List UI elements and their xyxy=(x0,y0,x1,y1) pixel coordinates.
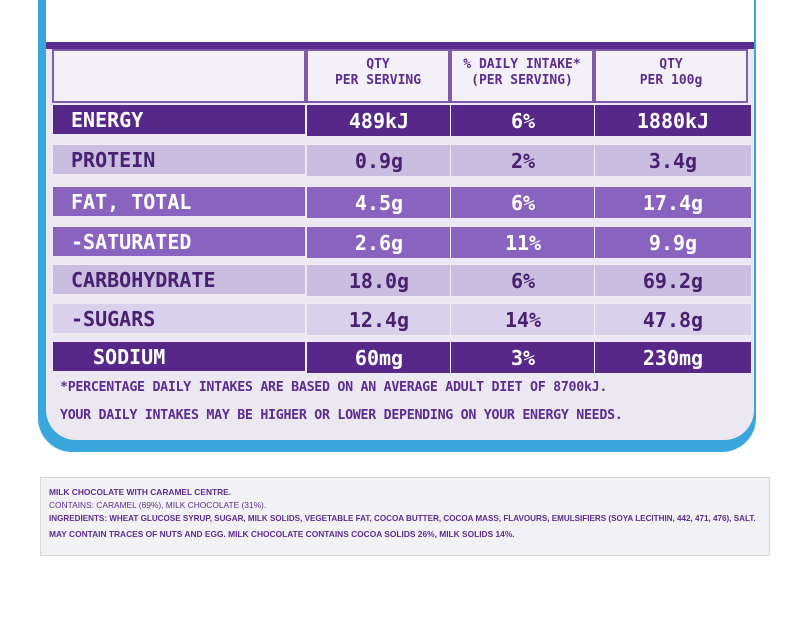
row-daily: 6% xyxy=(450,264,596,297)
row-per-serving: 18.0g xyxy=(306,264,452,297)
header-per-serving-line1: QTY xyxy=(366,57,390,72)
row-label: ENERGY xyxy=(52,104,306,135)
footnote-line-2: YOUR DAILY INTAKES MAY BE HIGHER OR LOWE… xyxy=(60,408,623,423)
row-per-100g: 69.2g xyxy=(594,264,752,297)
header-cell-per-100g xyxy=(594,49,748,103)
header-daily-intake: % DAILY INTAKE* (PER SERVING) xyxy=(450,57,594,89)
table-row: -SUGARS 12.4g 14% 47.8g xyxy=(52,303,752,336)
row-per-serving: 60mg xyxy=(306,341,452,374)
table-row: SODIUM 60mg 3% 230mg xyxy=(52,341,752,374)
header-per-100g-line1: QTY xyxy=(659,57,683,72)
row-label: SODIUM xyxy=(52,341,306,372)
ingredients-title: MILK CHOCOLATE WITH CARAMEL CENTRE. xyxy=(49,487,232,497)
header-daily-intake-line1: % DAILY INTAKE* xyxy=(463,57,581,72)
table-row: ENERGY 489kJ 6% 1880kJ xyxy=(52,104,752,137)
row-per-100g: 17.4g xyxy=(594,186,752,219)
table-header: QTY PER SERVING % DAILY INTAKE* (PER SER… xyxy=(52,49,748,103)
row-per-serving: 12.4g xyxy=(306,303,452,336)
row-daily: 2% xyxy=(450,144,596,177)
ingredients-strip: MILK CHOCOLATE WITH CARAMEL CENTRE. CONT… xyxy=(40,477,770,556)
footnote-line-1: *PERCENTAGE DAILY INTAKES ARE BASED ON A… xyxy=(60,380,608,395)
table-row: -SATURATED 2.6g 11% 9.9g xyxy=(52,226,752,259)
header-cell-per-serving xyxy=(306,49,450,103)
row-label: -SATURATED xyxy=(52,226,306,257)
row-daily: 6% xyxy=(450,104,596,137)
panel-top-area xyxy=(46,0,754,44)
row-per-100g: 1880kJ xyxy=(594,104,752,137)
ingredients-contains: CONTAINS: CARAMEL (69%), MILK CHOCOLATE … xyxy=(49,500,267,510)
header-blank-cell xyxy=(52,49,306,103)
ingredients-allergens: MAY CONTAIN TRACES OF NUTS AND EGG. MILK… xyxy=(49,529,515,539)
row-per-100g: 3.4g xyxy=(594,144,752,177)
row-label: PROTEIN xyxy=(52,144,306,175)
row-per-serving: 4.5g xyxy=(306,186,452,219)
header-per-100g-line2: PER 100g xyxy=(639,73,703,88)
row-per-100g: 9.9g xyxy=(594,226,752,259)
header-per-100g: QTY PER 100g xyxy=(594,57,748,89)
row-per-serving: 489kJ xyxy=(306,104,452,137)
ingredients-list: INGREDIENTS: WHEAT GLUCOSE SYRUP, SUGAR,… xyxy=(49,514,756,523)
row-per-serving: 2.6g xyxy=(306,226,452,259)
panel-top-rule xyxy=(46,42,754,49)
row-per-serving: 0.9g xyxy=(306,144,452,177)
table-row: CARBOHYDRATE 18.0g 6% 69.2g xyxy=(52,264,752,297)
header-cell-daily-intake xyxy=(450,49,594,103)
table-row: FAT, TOTAL 4.5g 6% 17.4g xyxy=(52,186,752,219)
row-label: CARBOHYDRATE xyxy=(52,264,306,295)
header-per-serving-line2: PER SERVING xyxy=(334,73,422,88)
row-per-100g: 47.8g xyxy=(594,303,752,336)
row-per-100g: 230mg xyxy=(594,341,752,374)
header-per-serving: QTY PER SERVING xyxy=(306,57,450,89)
header-daily-intake-line2: (PER SERVING) xyxy=(471,73,573,88)
table-row: PROTEIN 0.9g 2% 3.4g xyxy=(52,144,752,177)
row-daily: 3% xyxy=(450,341,596,374)
row-label: -SUGARS xyxy=(52,303,306,334)
row-label: FAT, TOTAL xyxy=(52,186,306,217)
row-daily: 11% xyxy=(450,226,596,259)
row-daily: 6% xyxy=(450,186,596,219)
row-daily: 14% xyxy=(450,303,596,336)
